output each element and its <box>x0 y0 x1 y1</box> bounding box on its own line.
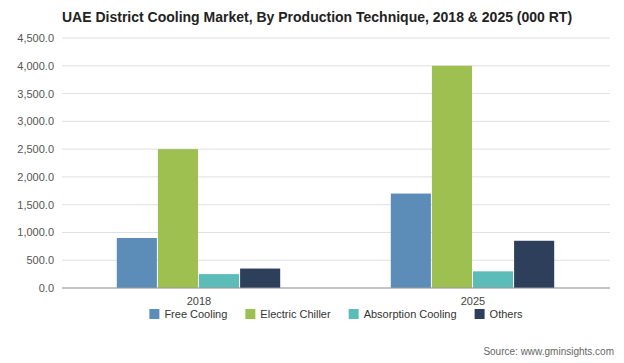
y-tick-label: 1,500.0 <box>17 199 54 211</box>
source-note: Source: www.gminsights.com <box>483 346 614 357</box>
chart: UAE District Cooling Market, By Producti… <box>0 0 624 363</box>
legend-swatch <box>149 309 159 319</box>
y-tick-label: 4,500.0 <box>17 32 54 44</box>
legend-swatch <box>349 309 359 319</box>
legend-item: Electric Chiller <box>245 308 331 320</box>
y-tick-label: 3,500.0 <box>17 88 54 100</box>
legend: Free Cooling Electric Chiller Absorption C… <box>149 308 523 320</box>
legend-item: Others <box>475 308 524 320</box>
grid-line <box>62 121 610 122</box>
grid-line <box>62 176 610 177</box>
bar <box>117 238 157 288</box>
grid <box>62 38 610 288</box>
y-tick-label: 500.0 <box>26 254 54 266</box>
grid-line <box>62 93 610 94</box>
grid-line <box>62 204 610 205</box>
bar <box>391 194 431 288</box>
legend-label: Free Cooling <box>164 308 227 320</box>
bar <box>432 66 472 288</box>
legend-item: Absorption Cooling <box>349 308 457 320</box>
legend-swatch <box>245 309 255 319</box>
y-tick-label: 4,000.0 <box>17 60 54 72</box>
bar <box>473 271 513 288</box>
bar <box>199 274 239 288</box>
grid-line <box>62 288 610 289</box>
y-tick-label: 0.0 <box>39 282 54 294</box>
grid-line <box>62 65 610 66</box>
bar <box>158 149 198 288</box>
y-tick-label: 2,500.0 <box>17 143 54 155</box>
grid-line <box>62 232 610 233</box>
legend-swatch <box>475 309 485 319</box>
bar <box>514 241 554 288</box>
legend-item: Free Cooling <box>149 308 227 320</box>
legend-label: Others <box>490 308 524 320</box>
y-tick-label: 2,000.0 <box>17 171 54 183</box>
legend-label: Absorption Cooling <box>364 308 457 320</box>
legend-label: Electric Chiller <box>260 308 331 320</box>
title: UAE District Cooling Market, By Producti… <box>62 9 572 25</box>
x-axis-line <box>62 288 610 289</box>
bars <box>117 66 554 288</box>
y-tick-label: 1,000.0 <box>17 226 54 238</box>
grid-line <box>62 149 610 150</box>
x-tick-label: 2018 <box>187 295 211 307</box>
x-tick-label: 2025 <box>461 295 485 307</box>
y-axis: 0.0 500.0 1,000.0 1,500.0 2,000.0 2,500.0 3,00… <box>17 32 54 294</box>
y-tick-label: 3,000.0 <box>17 115 54 127</box>
bar <box>240 269 280 288</box>
grid-line <box>62 38 610 39</box>
